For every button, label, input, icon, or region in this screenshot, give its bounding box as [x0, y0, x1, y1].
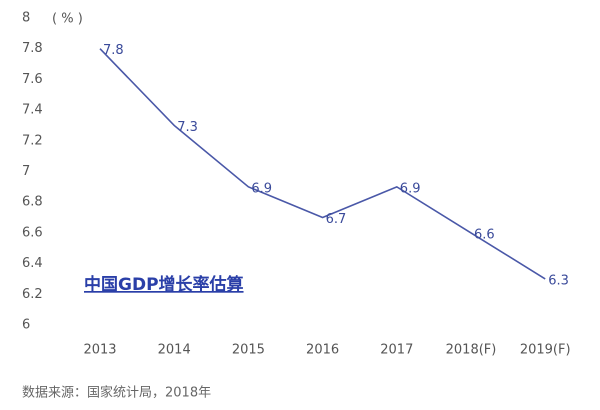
x-tick-label: 2013 [83, 343, 116, 358]
y-tick-label: 7.8 [22, 41, 43, 56]
data-label: 6.9 [400, 181, 421, 196]
y-tick-label: 6.2 [22, 287, 43, 302]
y-tick-label: 7.2 [22, 133, 43, 148]
source-note: 数据来源：国家统计局，2018年 [22, 385, 211, 401]
y-tick-label: 6.6 [22, 225, 43, 240]
x-tick-label: 2018(F) [446, 343, 497, 358]
data-line [99, 48, 546, 280]
data-label: 6.9 [251, 181, 272, 196]
y-axis-label: ( % ) [52, 12, 83, 27]
x-tick-label: 2015 [232, 343, 265, 358]
y-tick-label: 7.6 [22, 72, 43, 87]
x-tick-label: 2019(F) [520, 343, 571, 358]
y-tick-label: 6.4 [22, 256, 43, 271]
data-label: 6.6 [474, 227, 495, 242]
y-tick-label: 6.8 [22, 195, 43, 210]
y-tick-label: 7 [22, 164, 30, 179]
x-tick-label: 2017 [380, 343, 413, 358]
y-tick-label: 7.4 [22, 103, 43, 118]
chart-title: 中国GDP增长率估算 [84, 274, 244, 295]
y-tick-label: 8 [22, 11, 30, 26]
x-tick-label: 2016 [306, 343, 339, 358]
data-label: 6.7 [326, 212, 347, 227]
y-tick-label: 6 [22, 318, 30, 333]
data-label: 7.3 [177, 120, 198, 135]
x-tick-label: 2014 [158, 343, 191, 358]
data-label: 7.8 [103, 43, 124, 58]
data-label: 6.3 [548, 273, 569, 288]
